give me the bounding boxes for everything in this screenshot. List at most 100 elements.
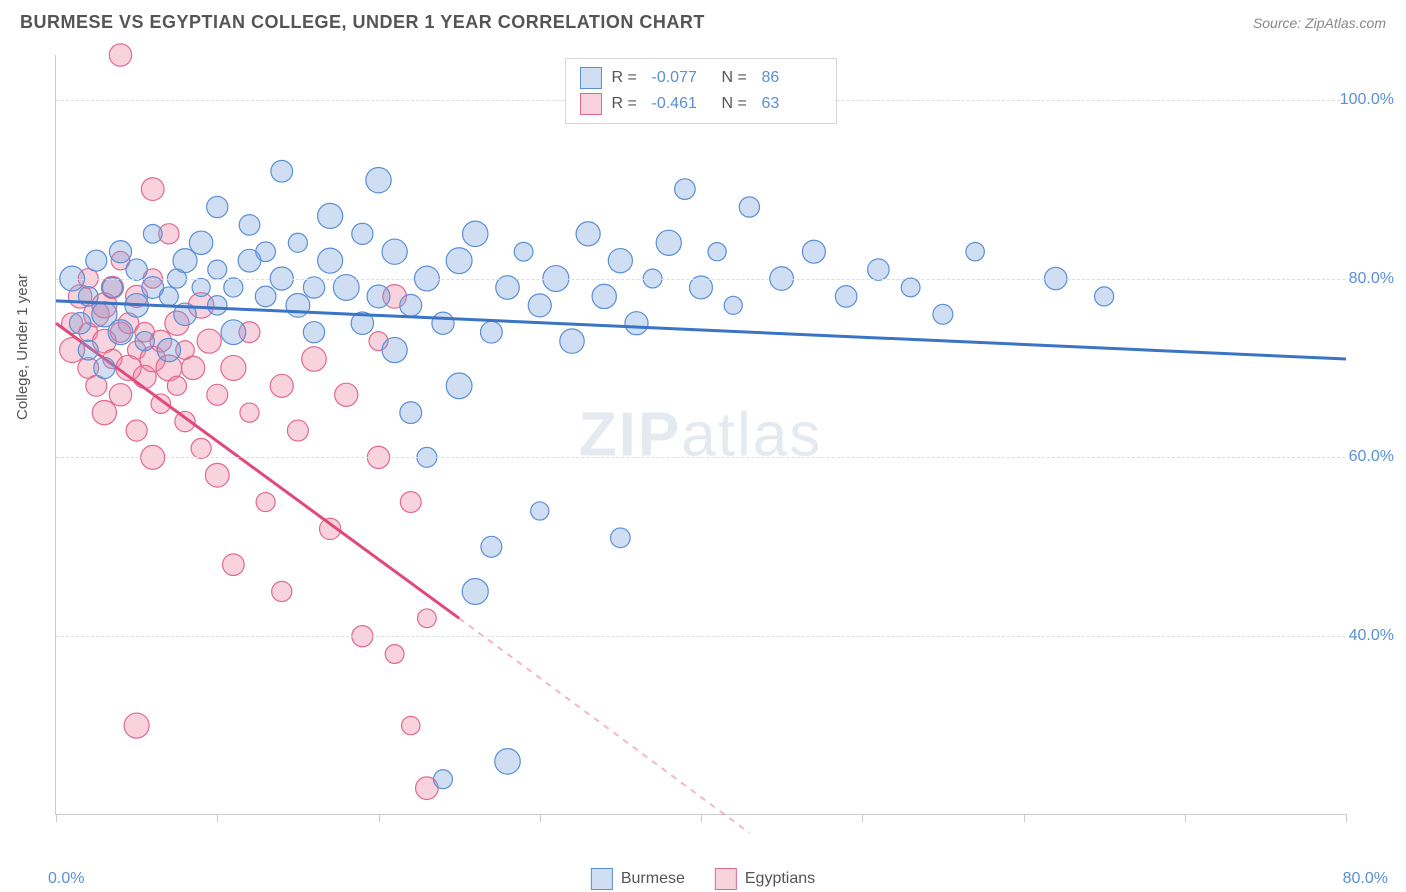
data-point <box>69 313 90 334</box>
data-point <box>432 312 454 334</box>
data-point <box>318 248 343 273</box>
data-point <box>189 231 212 254</box>
data-point <box>302 347 327 372</box>
data-point <box>335 383 358 406</box>
data-point <box>256 493 275 512</box>
chart-area: ZIPatlas R = -0.077 N = 86 R = -0.461 N … <box>55 55 1345 815</box>
data-point <box>385 645 404 664</box>
data-point <box>611 528 631 548</box>
legend-label-egyptians: Egyptians <box>745 870 815 888</box>
data-point <box>108 320 133 345</box>
data-point <box>221 320 246 345</box>
data-point <box>382 239 407 264</box>
data-point <box>223 554 245 576</box>
data-point <box>400 492 421 513</box>
data-point <box>966 242 984 260</box>
data-point <box>221 355 246 380</box>
data-point <box>625 312 648 335</box>
data-point <box>208 296 227 315</box>
data-point <box>181 356 204 379</box>
y-tick-label: 40.0% <box>1349 627 1394 645</box>
data-point <box>197 329 221 353</box>
correlation-legend: R = -0.077 N = 86 R = -0.461 N = 63 <box>565 58 837 124</box>
x-tick <box>217 814 218 822</box>
swatch-egyptians-bottom <box>715 868 737 890</box>
gridline <box>56 636 1345 637</box>
data-point <box>366 168 391 193</box>
data-point <box>868 259 889 280</box>
legend-row-burmese: R = -0.077 N = 86 <box>580 65 822 91</box>
data-point <box>287 420 308 441</box>
data-point <box>288 233 307 252</box>
data-point <box>418 609 437 628</box>
data-point <box>141 178 164 201</box>
x-tick <box>56 814 57 822</box>
y-tick-label: 100.0% <box>1340 91 1394 109</box>
data-point <box>446 373 472 399</box>
data-point <box>724 296 742 314</box>
data-point <box>901 278 920 297</box>
data-point <box>207 384 228 405</box>
data-point <box>270 374 293 397</box>
data-point <box>135 331 154 350</box>
n-burmese: 86 <box>762 69 822 87</box>
data-point <box>462 578 488 604</box>
data-point <box>708 243 726 261</box>
data-point <box>109 384 131 406</box>
x-tick-80: 80.0% <box>1343 870 1388 888</box>
data-point <box>352 223 373 244</box>
r-burmese: -0.077 <box>652 69 712 87</box>
data-point <box>933 304 953 324</box>
data-point <box>78 340 98 360</box>
y-tick-label: 60.0% <box>1349 448 1394 466</box>
swatch-burmese-bottom <box>591 868 613 890</box>
data-point <box>205 463 229 487</box>
data-point <box>434 770 453 789</box>
scatter-plot <box>56 55 1345 814</box>
y-tick-label: 80.0% <box>1349 270 1394 288</box>
x-tick <box>701 814 702 822</box>
trend-line-extrapolated <box>459 618 749 833</box>
data-point <box>463 221 488 246</box>
data-point <box>255 286 276 307</box>
data-point <box>402 716 420 734</box>
data-point <box>675 179 696 200</box>
data-point <box>256 242 276 262</box>
data-point <box>126 420 147 441</box>
data-point <box>124 713 149 738</box>
data-point <box>167 376 186 395</box>
data-point <box>157 338 180 361</box>
data-point <box>528 294 551 317</box>
x-tick <box>1185 814 1186 822</box>
data-point <box>318 203 343 228</box>
data-point <box>802 240 825 263</box>
data-point <box>271 160 293 182</box>
legend-item-egyptians: Egyptians <box>715 868 815 890</box>
data-point <box>495 749 521 775</box>
data-point <box>1095 287 1114 306</box>
trend-line <box>56 323 459 618</box>
data-point <box>656 230 681 255</box>
y-axis-label: College, Under 1 year <box>14 274 31 420</box>
data-point <box>126 259 147 280</box>
chart-title: BURMESE VS EGYPTIAN COLLEGE, UNDER 1 YEA… <box>20 12 705 33</box>
data-point <box>560 329 584 353</box>
gridline <box>56 279 1345 280</box>
data-point <box>159 287 178 306</box>
data-point <box>208 260 227 279</box>
n-egyptians: 63 <box>762 95 822 113</box>
x-tick-0: 0.0% <box>48 870 84 888</box>
legend-label-burmese: Burmese <box>621 870 685 888</box>
x-tick <box>862 814 863 822</box>
data-point <box>592 284 616 308</box>
data-point <box>102 278 122 298</box>
data-point <box>367 285 390 308</box>
data-point <box>835 286 857 308</box>
data-point <box>739 197 759 217</box>
data-point <box>94 357 115 378</box>
data-point <box>481 536 502 557</box>
x-tick <box>540 814 541 822</box>
data-point <box>86 250 107 271</box>
data-point <box>272 581 292 601</box>
data-point <box>240 403 259 422</box>
